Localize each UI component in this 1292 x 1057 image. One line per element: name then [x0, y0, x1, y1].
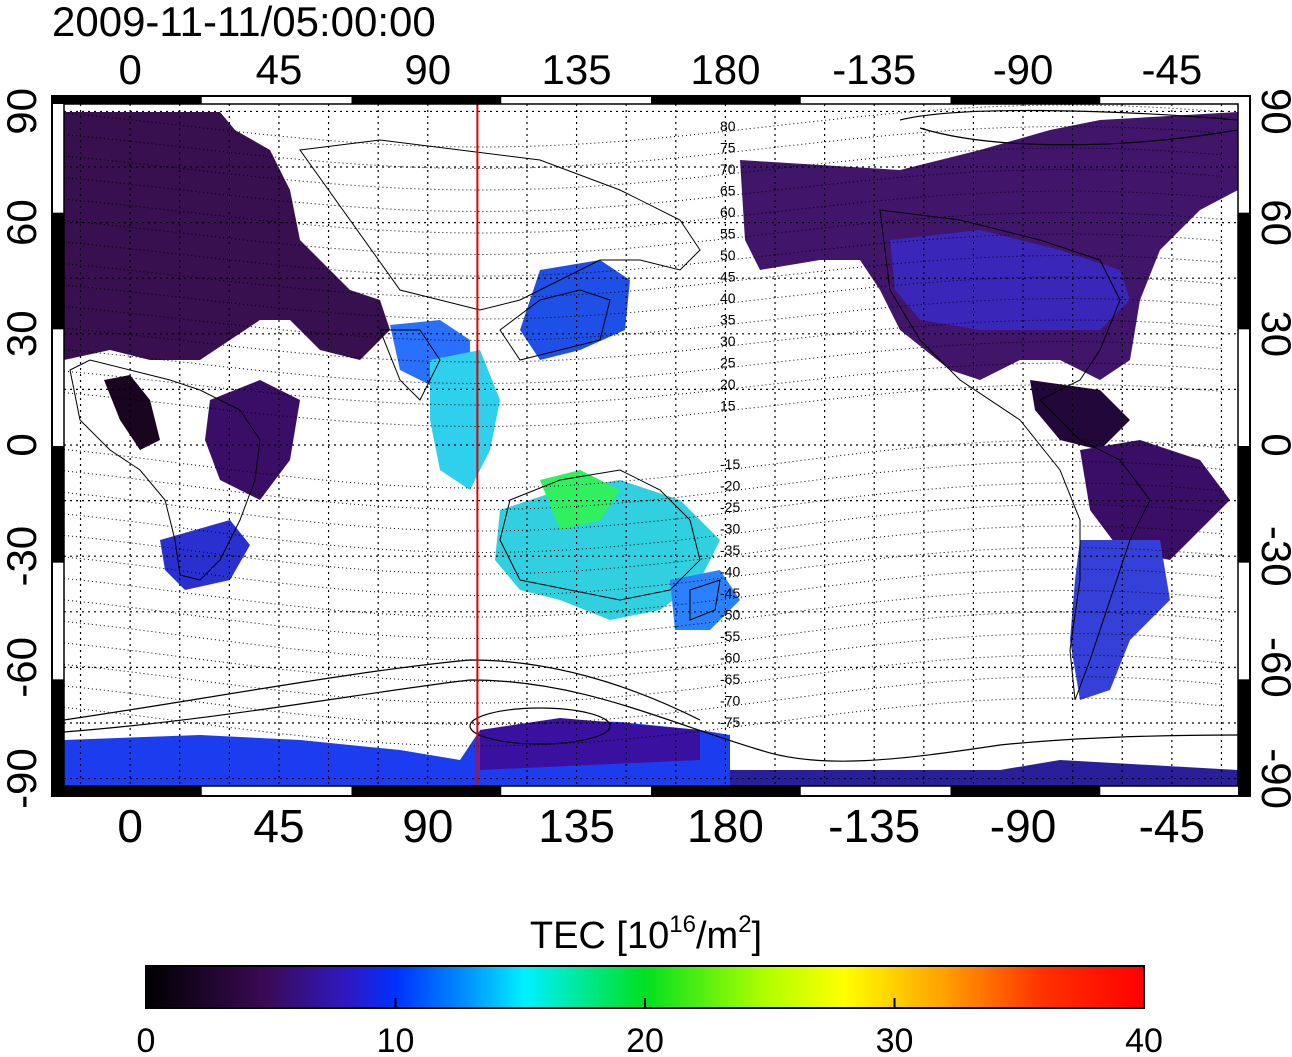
tec-region-south-america-south	[1070, 540, 1170, 700]
tec-region-usa	[890, 230, 1130, 330]
top-longitude-tick-labels: 0 45 90 135 180 -135 -90 -45	[118, 46, 1202, 93]
right-lat-tick-label: -90	[1253, 748, 1292, 809]
left-lat-tick-label: -60	[0, 637, 45, 698]
right-lat-tick-label: 90	[1253, 88, 1292, 135]
map-frame	[51, 95, 1251, 797]
left-lat-tick-label: 60	[0, 199, 45, 246]
colorbar-tick-label: 40	[1125, 1022, 1163, 1057]
mlat-label: 80	[720, 118, 736, 134]
mlat-label: 35	[720, 312, 736, 328]
top-lon-tick-label: -135	[832, 46, 916, 93]
mlat-label: 30	[720, 333, 736, 349]
bottom-lon-tick-label: -135	[828, 800, 920, 852]
mlat-label: -75	[720, 714, 740, 730]
tec-region-japan	[520, 260, 630, 360]
left-lat-tick-label: -90	[0, 748, 45, 809]
timestamp-title: 2009-11-11/05:00:00	[52, 0, 436, 45]
mlat-label: 65	[720, 183, 736, 199]
mlat-label: -50	[720, 607, 740, 623]
top-lon-tick-label: 180	[690, 46, 760, 93]
mlat-label: -55	[720, 628, 740, 644]
left-lat-tick-label: 90	[0, 88, 45, 135]
mlat-label: -30	[720, 521, 740, 537]
right-lat-tick-label: 60	[1253, 199, 1292, 246]
magnetic-pole-curves	[64, 109, 1238, 762]
right-lat-tick-label: 0	[1253, 433, 1292, 456]
bottom-lon-tick-label: -90	[990, 800, 1056, 852]
bottom-lon-tick-label: 135	[538, 800, 615, 852]
tec-region-africa-north	[104, 375, 160, 450]
left-lat-tick-label: 30	[0, 310, 45, 357]
mlat-label: -60	[720, 650, 740, 666]
mlat-label: 50	[720, 247, 736, 263]
top-lon-tick-label: 135	[542, 46, 612, 93]
top-lon-tick-label: 0	[118, 46, 141, 93]
bottom-lon-tick-label: 90	[402, 800, 453, 852]
top-lon-tick-label: -45	[1142, 46, 1203, 93]
colorbar-tick-label: 10	[377, 1022, 415, 1057]
tec-region-antarctic-east	[730, 760, 1238, 786]
mlat-label: -40	[720, 564, 740, 580]
tec-region-south-america-north	[1080, 440, 1230, 560]
colorbar-tick-labels: 0 10 20 30 40	[137, 998, 1163, 1057]
bottom-lon-tick-label: -45	[1139, 800, 1205, 852]
tec-region-new-zealand	[670, 570, 740, 630]
right-latitude-tick-labels: 90 60 30 0 -30 -60 -90	[1253, 88, 1292, 809]
mlat-label: -45	[720, 585, 740, 601]
bottom-longitude-tick-labels: 0 45 90 135 180 -135 -90 -45	[117, 800, 1205, 852]
mlat-label: -65	[720, 671, 740, 687]
top-lon-tick-label: 45	[256, 46, 303, 93]
mlat-label: 55	[720, 226, 736, 242]
mlat-label: 75	[720, 140, 736, 156]
mlat-label: -25	[720, 499, 740, 515]
tec-region-europe	[64, 112, 390, 360]
mlat-label: 60	[720, 204, 736, 220]
top-lon-tick-label: -90	[993, 46, 1054, 93]
right-lat-tick-label: 30	[1253, 310, 1292, 357]
map-graticule	[64, 104, 1238, 786]
tec-region-se-asia	[430, 350, 500, 490]
left-latitude-tick-labels: 90 60 30 0 -30 -60 -90	[0, 88, 45, 809]
colorbar-tick-label: 0	[137, 1022, 156, 1057]
right-lat-tick-label: -30	[1253, 526, 1292, 587]
coastlines	[69, 139, 1151, 701]
mlat-label: 40	[720, 290, 736, 306]
colorbar-title: TEC [1016/m2]	[530, 911, 762, 957]
mlat-label: 70	[720, 161, 736, 177]
tec-region-central-america	[1030, 380, 1130, 450]
tec-region-ross-sea	[480, 718, 700, 770]
bottom-lon-tick-label: 0	[117, 800, 143, 852]
bottom-lon-tick-label: 180	[687, 800, 764, 852]
tec-region-africa-east	[205, 380, 300, 500]
top-lon-tick-label: 90	[404, 46, 451, 93]
left-lat-tick-label: -30	[0, 526, 45, 587]
mlat-label: -15	[720, 456, 740, 472]
mlat-label: -70	[720, 693, 740, 709]
bottom-lon-tick-label: 45	[253, 800, 304, 852]
tec-region-south-africa	[160, 520, 250, 590]
mlat-label: -20	[720, 478, 740, 494]
tec-region-australia	[495, 480, 720, 620]
colorbar-tick-label: 30	[876, 1022, 914, 1057]
right-lat-tick-label: -60	[1253, 637, 1292, 698]
mlat-label: 15	[720, 398, 736, 414]
tec-data-layer	[64, 112, 1238, 786]
left-lat-tick-label: 0	[0, 433, 45, 456]
magnetic-latitude-labels: 80 75 70 65 60 55 50 45 40 35 30 25 20 15 -15 -20 -25 -30…	[720, 118, 740, 730]
colorbar-tick-label: 20	[626, 1022, 664, 1057]
mlat-label: 45	[720, 269, 736, 285]
mlat-label: -35	[720, 542, 740, 558]
mlat-label: 20	[720, 376, 736, 392]
mlat-label: 25	[720, 355, 736, 371]
